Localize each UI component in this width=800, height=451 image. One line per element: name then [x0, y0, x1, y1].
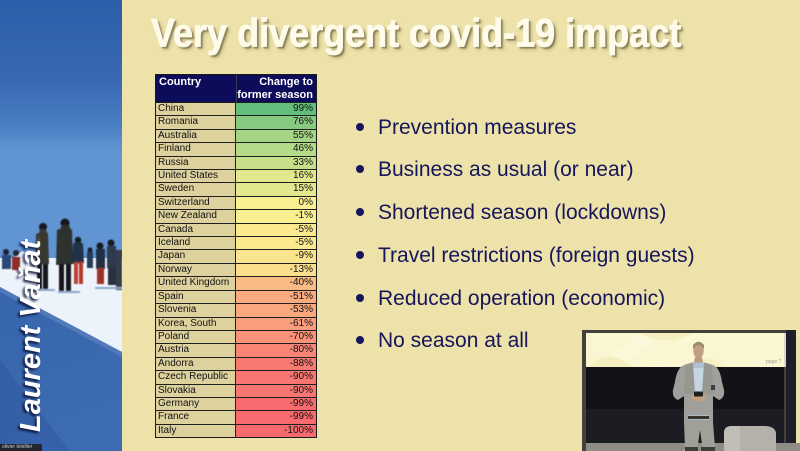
svg-text:page 7: page 7 [766, 359, 782, 365]
